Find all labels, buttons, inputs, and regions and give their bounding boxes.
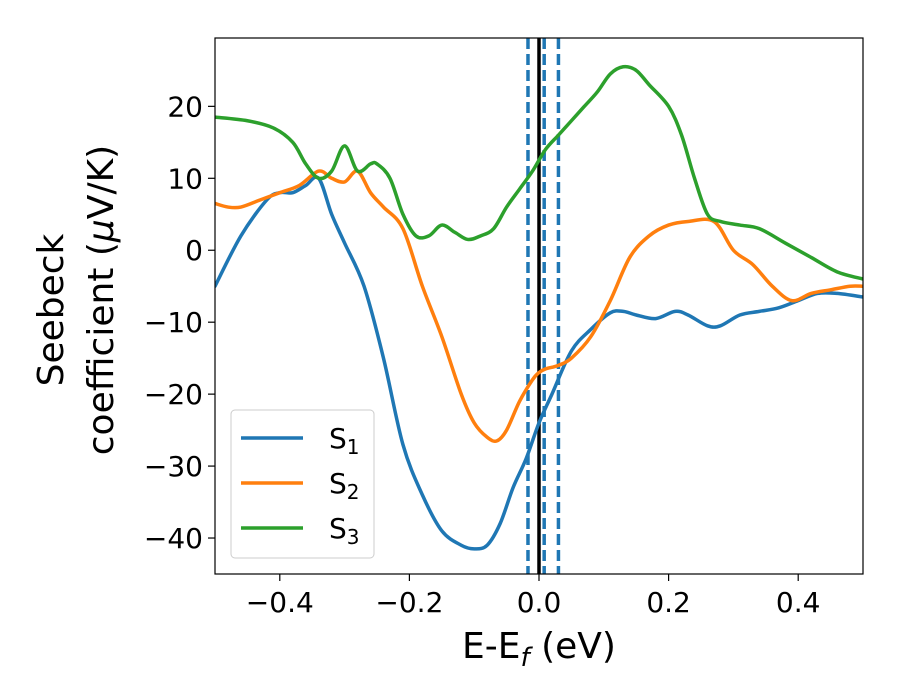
y-tick-label: 0 — [185, 234, 203, 267]
vertical-reference-lines — [526, 38, 561, 574]
y-tick-label: −20 — [144, 378, 203, 411]
legend: S1 S2 S3 — [230, 409, 375, 559]
y-tick-label: −10 — [144, 306, 203, 339]
legend-label-s1: S1 — [329, 422, 360, 459]
x-tick-label: −0.2 — [375, 586, 443, 619]
x-axis-ticks: −0.4 −0.2 0.0 0.2 0.4 — [246, 574, 821, 619]
y-tick-label: 10 — [167, 162, 203, 195]
legend-label-s3: S3 — [329, 512, 360, 549]
series-line-s3 — [215, 64, 863, 281]
series-layer — [215, 64, 863, 551]
x-tick-label: 0.2 — [646, 586, 691, 619]
x-axis-label: E-Ef (eV) — [462, 626, 616, 673]
x-tick-label: −0.4 — [246, 586, 314, 619]
y-tick-label: 20 — [167, 90, 203, 123]
x-tick-label: 0.4 — [776, 586, 821, 619]
x-tick-label: 0.0 — [517, 586, 562, 619]
series-line-s1 — [215, 175, 863, 551]
y-tick-label: −30 — [144, 450, 203, 483]
y-axis-label-line2: coefficient (μV/K) — [81, 145, 122, 455]
y-axis-label-line1: Seebeck — [31, 233, 72, 386]
y-tick-label: −40 — [144, 522, 203, 555]
y-axis-ticks: −40 −30 −20 −10 0 10 20 — [144, 90, 215, 555]
legend-label-s2: S2 — [329, 467, 360, 504]
